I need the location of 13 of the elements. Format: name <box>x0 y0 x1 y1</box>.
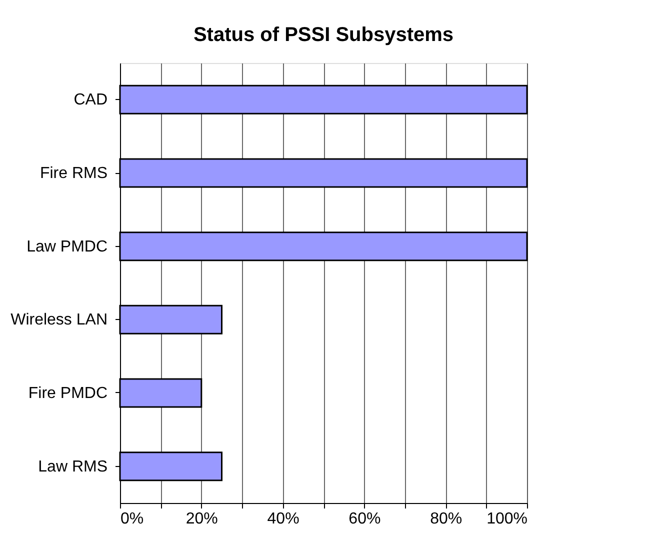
y-tick-label: Fire RMS <box>40 165 108 182</box>
x-tick-label: 60% <box>348 510 381 528</box>
y-tick-label: CAD <box>74 92 108 109</box>
x-tick-label: 100% <box>486 510 528 528</box>
x-tick-label: 0% <box>120 510 144 528</box>
chart-title: Status of PSSI Subsystems <box>193 24 454 46</box>
y-tick-label: Fire PMDC <box>28 385 108 402</box>
x-tick-label: 40% <box>267 510 300 528</box>
y-tick-label: Wireless LAN <box>10 312 108 329</box>
y-tick-label: Law RMS <box>38 458 108 476</box>
x-tick-label: 20% <box>186 510 218 528</box>
x-tick-label: 80% <box>430 510 462 528</box>
y-tick-label: Law PMDC <box>26 238 108 256</box>
